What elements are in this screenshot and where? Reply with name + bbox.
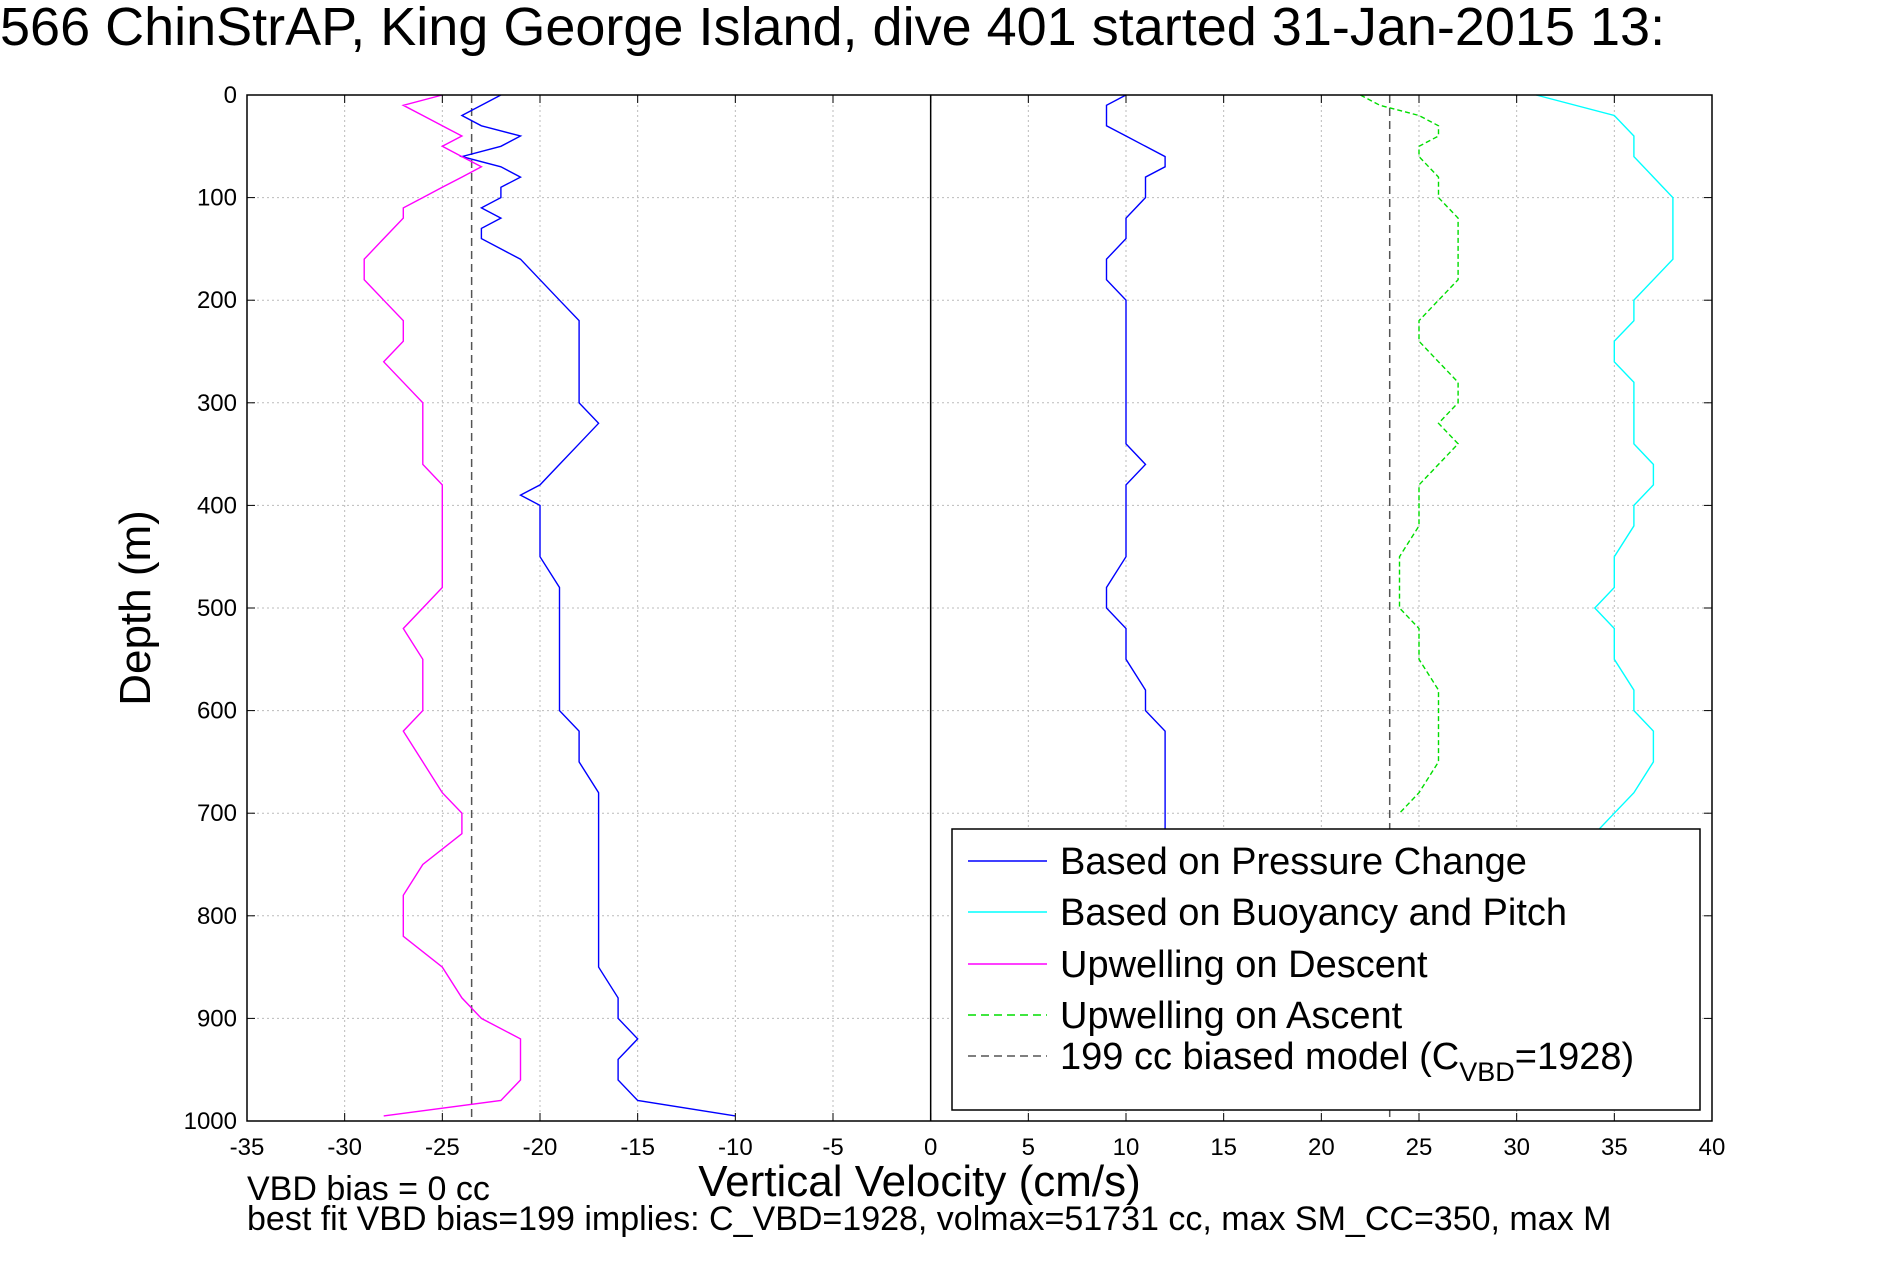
x-tick-label: 40: [1699, 1134, 1726, 1161]
y-tick-label: 400: [197, 492, 237, 519]
y-tick-label: 900: [197, 1005, 237, 1032]
reference-lines: [470, 95, 1391, 1121]
legend-label: Based on Pressure Change: [1060, 841, 1527, 883]
y-tick-label: 0: [224, 82, 237, 109]
y-tick-label: 700: [197, 800, 237, 827]
y-tick-label: 600: [197, 698, 237, 725]
series-line-based-on-pressure-change: [459, 94, 736, 1117]
y-tick-label: 200: [197, 287, 237, 314]
y-tick-label: 100: [197, 185, 237, 212]
axis-ticks: -35 -30 -25 -20 -15 -10 -5 0 5 10 15 20 25 30 35 400100…: [184, 82, 1726, 1161]
x-tick-label: -5: [822, 1134, 843, 1161]
x-tick-label: -25: [425, 1134, 460, 1161]
x-tick-label: 25: [1406, 1134, 1433, 1161]
x-tick-label: -35: [230, 1134, 265, 1161]
chart-title: 566 ChinStrAP, King George Island, dive …: [0, 0, 1666, 57]
x-tick-label: -20: [523, 1134, 558, 1161]
x-tick-label: 35: [1601, 1134, 1628, 1161]
vbd-bias-note: VBD bias = 0 cc: [247, 1170, 490, 1208]
y-tick-label: 500: [197, 595, 237, 622]
series-line-upwelling-on-descent: [363, 94, 522, 1117]
x-tick-label: 30: [1503, 1134, 1530, 1161]
y-tick-label: 800: [197, 903, 237, 930]
legend-label: Upwelling on Descent: [1060, 944, 1428, 986]
series-line-upwelling-on-ascent: [1360, 94, 1460, 814]
x-tick-label: 10: [1113, 1134, 1140, 1161]
series-line-based-on-buoyancy-and-pitch: [1536, 94, 1694, 978]
x-axis-label: Vertical Velocity (cm/s): [698, 1157, 1141, 1206]
y-tick-label: 300: [197, 390, 237, 417]
legend-box: [951, 828, 1701, 1111]
legend-label: Based on Buoyancy and Pitch: [1060, 892, 1567, 934]
y-axis-label: Depth (m): [111, 510, 160, 706]
series-lines: [363, 94, 1694, 1117]
x-tick-label: 5: [1022, 1134, 1035, 1161]
best-fit-note: best fit VBD bias=199 implies: C_VBD=192…: [247, 1200, 1612, 1238]
x-tick-label: 20: [1308, 1134, 1335, 1161]
legend-label: Upwelling on Ascent: [1060, 995, 1403, 1037]
legend-label: 199 cc biased model (CVBD=1928): [1060, 1036, 1634, 1087]
x-tick-label: 15: [1210, 1134, 1237, 1161]
x-tick-label: -15: [620, 1134, 655, 1161]
y-tick-label: 1000: [184, 1108, 237, 1135]
x-tick-label: -30: [327, 1134, 362, 1161]
x-tick-label: -10: [718, 1134, 753, 1161]
x-tick-label: 0: [924, 1134, 937, 1161]
legend: Based on Pressure Change Based on Buoyanc…: [951, 828, 1701, 1111]
series-line-based-on-pressure-change: [1105, 94, 1166, 855]
